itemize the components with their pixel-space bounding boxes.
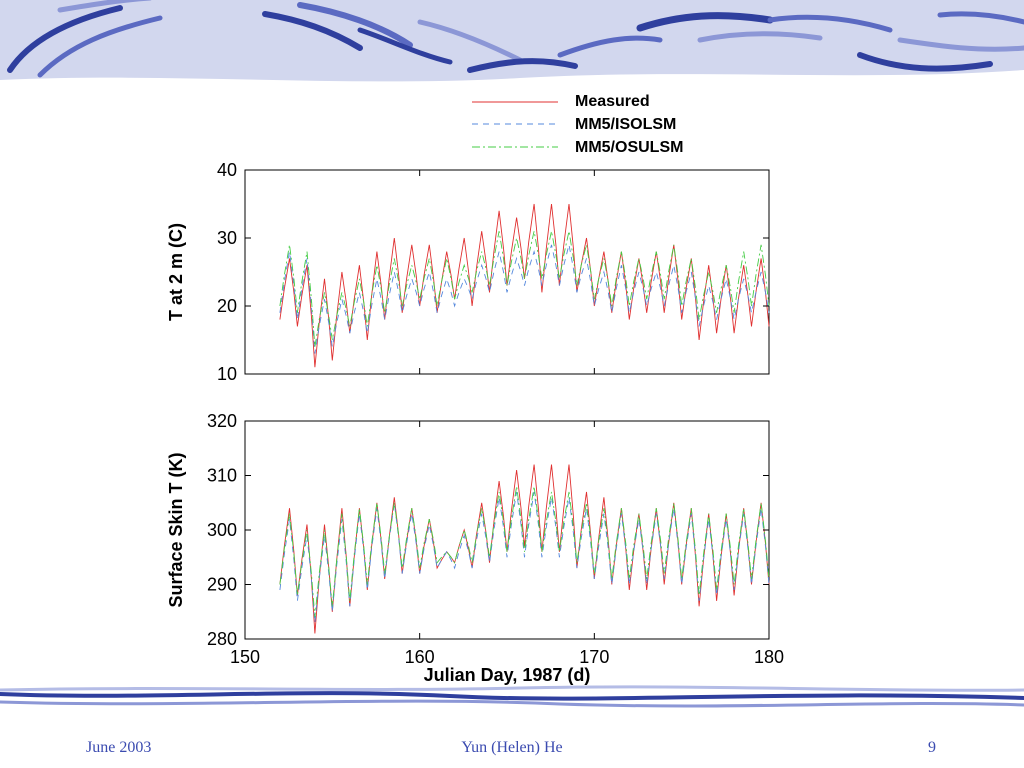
top-chart-ticks: 10 20 30 40	[217, 160, 770, 384]
series-line-mm5-isolsm	[279, 244, 770, 354]
header-wave-strokes	[7, 0, 1024, 78]
bottom-chart-ylabel: Surface Skin T (K)	[166, 452, 186, 607]
legend-label-measured: Measured	[575, 93, 650, 110]
ytick-label: 310	[207, 466, 237, 486]
bottom-chart-series	[279, 464, 770, 634]
footer-wave	[0, 685, 1024, 708]
series-line-mm5-isolsm	[279, 491, 770, 623]
top-chart-series	[279, 203, 770, 368]
ytick-label: 320	[207, 411, 237, 431]
legend-label-isolsm: MM5/ISOLSM	[575, 116, 676, 133]
legend-label-osulsm: MM5/OSULSM	[575, 139, 683, 156]
ytick-label: 20	[217, 296, 237, 316]
xtick-label: 150	[230, 647, 260, 667]
ytick-label: 10	[217, 364, 237, 384]
series-line-mm5-osulsm	[279, 486, 770, 618]
ytick-label: 280	[207, 629, 237, 649]
ytick-label: 290	[207, 575, 237, 595]
xtick-label: 180	[754, 647, 784, 667]
top-chart-ylabel: T at 2 m (C)	[166, 223, 186, 321]
ytick-label: 30	[217, 228, 237, 248]
legend: Measured MM5/ISOLSM MM5/OSULSM	[472, 93, 683, 156]
series-line-mm5-osulsm	[279, 231, 770, 347]
bottom-chart-xlabel: Julian Day, 1987 (d)	[424, 665, 591, 685]
footer-date: June 2003	[86, 739, 152, 756]
footer-page-number: 9	[928, 739, 936, 756]
top-chart-frame	[244, 169, 770, 375]
ytick-label: 40	[217, 160, 237, 180]
series-line-measured	[279, 464, 770, 634]
bottom-chart-panel: 280 290 300 310 320 150 160 170 180 Surface Skin…	[166, 411, 784, 685]
ytick-label: 300	[207, 520, 237, 540]
top-chart-panel: 10 20 30 40 T at 2 m (C)	[166, 160, 770, 384]
bottom-chart-ticks: 280 290 300 310 320 150 160 170 180	[207, 411, 784, 667]
footer-author: Yun (Helen) He	[461, 739, 563, 756]
xtick-label: 160	[405, 647, 435, 667]
xtick-label: 170	[579, 647, 609, 667]
